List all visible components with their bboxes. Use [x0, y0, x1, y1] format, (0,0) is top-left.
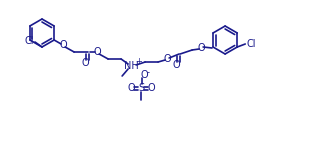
Text: +: + [135, 57, 142, 66]
Text: O: O [59, 40, 67, 50]
Text: O: O [127, 83, 135, 93]
Text: Cl: Cl [25, 36, 34, 46]
Text: O: O [93, 47, 101, 57]
Text: O: O [81, 58, 89, 68]
Text: O: O [197, 43, 205, 53]
Text: -: - [147, 69, 150, 78]
Text: S: S [138, 83, 144, 93]
Text: NH: NH [124, 61, 138, 71]
Text: O: O [163, 54, 171, 64]
Text: O: O [147, 83, 155, 93]
Text: Cl: Cl [246, 39, 256, 49]
Text: O: O [140, 70, 148, 80]
Text: O: O [172, 60, 180, 70]
